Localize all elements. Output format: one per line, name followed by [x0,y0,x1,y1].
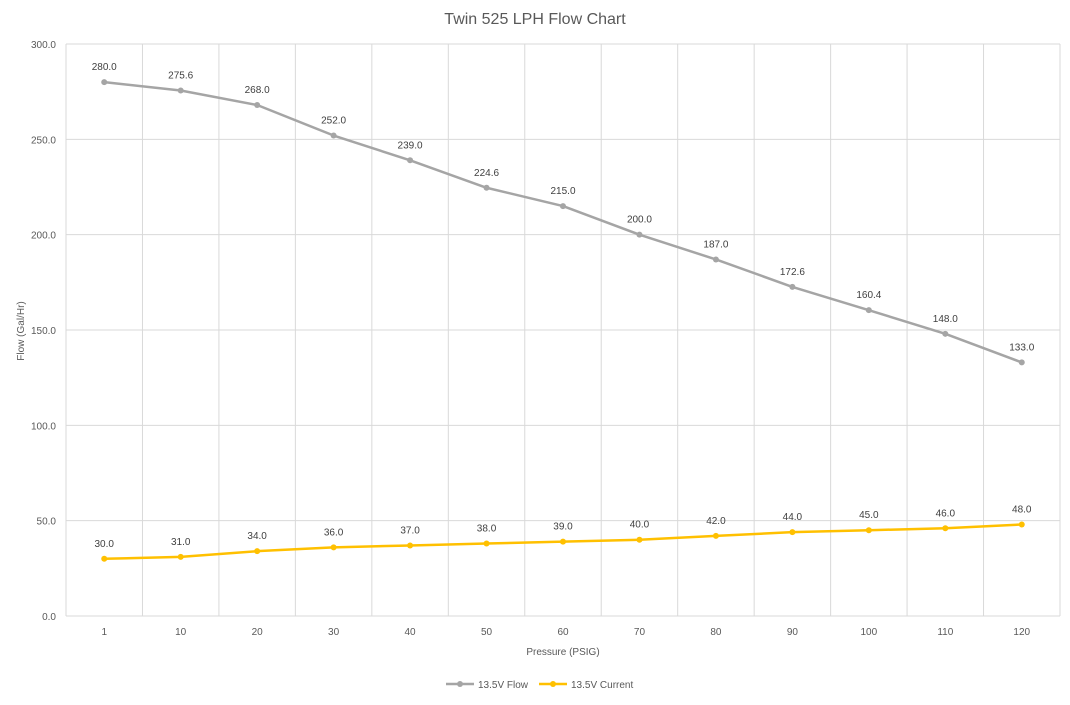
legend-swatch-marker [550,681,556,687]
y-tick-label: 300.0 [31,40,56,51]
data-label: 187.0 [703,239,728,250]
legend-swatch-marker [457,681,463,687]
x-tick-label: 60 [557,627,569,638]
x-tick-label: 70 [634,627,646,638]
data-label: 48.0 [1012,504,1032,515]
data-point [407,542,414,549]
legend: 13.5V Flow 13.5V Current [446,680,633,691]
data-label: 37.0 [400,525,420,536]
data-label: 30.0 [94,539,114,550]
data-label: 45.0 [859,510,879,521]
data-label: 215.0 [550,186,575,197]
x-axis-ticks: 1 10 20 30 40 50 60 70 80 90 100 110 120 [101,627,1030,638]
data-point [101,79,108,86]
data-point [712,256,719,263]
data-label: 40.0 [630,520,650,531]
data-point [560,538,566,545]
y-tick-label: 200.0 [31,231,56,242]
data-label: 44.0 [783,512,803,523]
y-tick-label: 0.0 [42,612,56,623]
data-label: 252.0 [321,116,346,127]
data-label: 160.4 [856,290,881,301]
y-tick-label: 150.0 [31,326,56,337]
data-labels: 280.0 275.6 268.0 252.0 239.0 224.6 215.0 200.0… [92,62,1035,550]
data-label: 42.0 [706,516,726,527]
x-axis-title: Pressure (PSIG) [526,647,599,658]
chart-title: Twin 525 LPH Flow Chart [444,11,626,28]
data-label: 172.6 [780,267,805,278]
data-point [1018,521,1025,528]
data-point [865,307,872,314]
gridlines [65,43,1061,617]
data-label: 133.0 [1009,342,1034,353]
x-tick-label: 110 [937,627,953,638]
data-point [560,203,566,210]
data-label: 38.0 [477,524,497,535]
data-point [789,283,796,290]
data-point [177,553,184,560]
data-point [330,132,337,139]
data-point [865,527,872,534]
data-label: 36.0 [324,527,344,538]
legend-label: 13.5V Current [571,680,633,691]
data-point [254,548,261,555]
y-axis-title: Flow (Gal/Hr) [16,301,27,360]
data-point [483,540,490,547]
data-label: 239.0 [398,140,423,151]
x-tick-label: 10 [175,627,187,638]
series-layer [101,79,1025,562]
data-label: 46.0 [936,508,956,519]
data-point [483,184,490,191]
data-label: 275.6 [168,71,193,82]
x-tick-label: 30 [328,627,340,638]
data-point [789,529,796,536]
data-label: 34.0 [247,531,267,542]
x-tick-label: 1 [101,627,107,638]
y-tick-label: 250.0 [31,135,56,146]
data-point [407,157,414,164]
data-label: 31.0 [171,537,191,548]
y-tick-label: 50.0 [37,517,57,528]
x-tick-label: 50 [481,627,493,638]
legend-label: 13.5V Flow [478,680,529,691]
data-label: 268.0 [245,85,270,96]
x-tick-label: 120 [1013,627,1030,638]
x-tick-label: 100 [861,627,878,638]
x-tick-label: 20 [252,627,264,638]
data-point [636,231,643,238]
data-point [1018,359,1025,366]
data-point [330,544,337,551]
data-label: 148.0 [933,314,958,325]
data-label: 39.0 [553,522,573,533]
data-point [254,102,261,109]
data-label: 280.0 [92,62,117,73]
series-line [104,80,1023,364]
data-label: 224.6 [474,168,499,179]
y-axis-ticks: 0.0 50.0 100.0 150.0 200.0 250.0 300.0 [31,40,56,623]
data-label: 200.0 [627,215,652,226]
data-point [101,555,108,562]
x-tick-label: 80 [710,627,722,638]
data-point [177,87,184,94]
data-point [942,525,949,532]
data-point [942,330,949,337]
x-tick-label: 40 [405,627,417,638]
data-point [636,536,643,543]
y-tick-label: 100.0 [31,421,56,432]
data-point [712,532,719,539]
x-tick-label: 90 [787,627,799,638]
